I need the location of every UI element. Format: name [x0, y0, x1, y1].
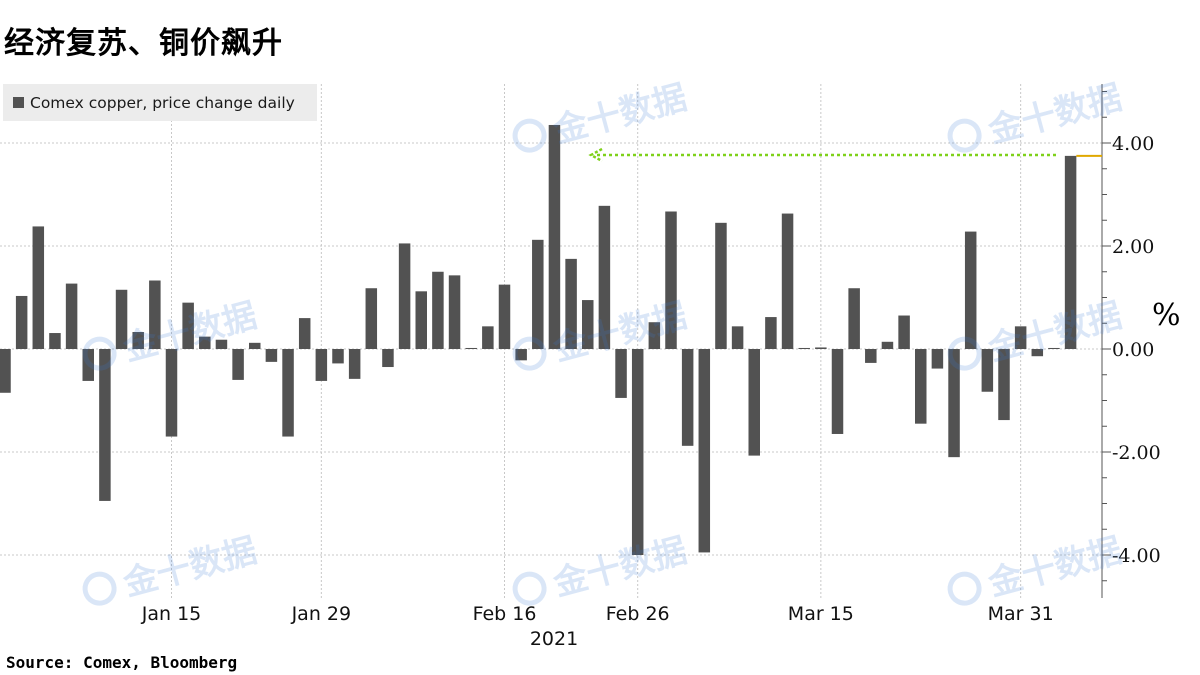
bar — [815, 347, 827, 349]
chart-legend: Comex copper, price change daily — [3, 84, 317, 121]
bar — [348, 349, 361, 379]
bar — [948, 349, 960, 458]
bar — [548, 124, 561, 349]
y-tick-label: 2.00 — [1112, 236, 1154, 258]
bar — [465, 347, 477, 349]
bar — [65, 283, 78, 349]
bar — [898, 315, 910, 349]
bar — [199, 336, 211, 349]
x-tick-label: Mar 15 — [788, 603, 854, 625]
bar — [848, 288, 860, 349]
x-tick-label: Feb 26 — [606, 603, 670, 625]
bar — [698, 349, 711, 553]
bar — [132, 332, 144, 349]
bar — [498, 284, 511, 349]
bar — [298, 318, 311, 349]
bar — [1064, 155, 1077, 349]
bar — [1014, 326, 1027, 349]
y-tick-label: 4.00 — [1112, 133, 1154, 155]
bar — [282, 349, 294, 437]
bar — [32, 226, 45, 349]
annotation-arrow-head — [588, 147, 603, 163]
y-tick-label: -2.00 — [1112, 442, 1161, 464]
bar — [482, 326, 494, 349]
bar — [49, 333, 61, 349]
bar — [631, 349, 644, 555]
y-axis-unit: % — [1152, 298, 1181, 333]
bar — [432, 271, 444, 349]
bar — [232, 349, 244, 380]
bar — [865, 349, 877, 363]
bar — [315, 349, 328, 381]
y-tick-label: 0.00 — [1112, 339, 1154, 361]
bar — [515, 349, 527, 361]
bar — [149, 280, 161, 349]
bar — [665, 211, 677, 349]
bar — [0, 349, 11, 393]
bar — [415, 291, 427, 349]
bar — [165, 349, 178, 437]
bar — [115, 289, 128, 349]
bar — [931, 349, 944, 369]
bar — [82, 349, 94, 381]
bar — [265, 349, 278, 362]
bar — [615, 349, 627, 398]
legend-label: Comex copper, price change daily — [30, 93, 295, 112]
bar — [765, 317, 777, 349]
source-note: Source: Comex, Bloomberg — [6, 653, 238, 672]
bar — [332, 349, 344, 364]
y-tick-label: -4.00 — [1112, 545, 1161, 567]
bar — [748, 349, 760, 456]
bar — [681, 349, 694, 446]
bar — [881, 341, 894, 349]
x-tick-label: Feb 16 — [473, 603, 537, 625]
bar — [215, 339, 228, 349]
bar — [1031, 349, 1044, 357]
bar — [798, 347, 810, 349]
bar — [731, 326, 744, 349]
bar — [15, 295, 28, 349]
bar — [249, 342, 261, 349]
bar — [981, 349, 994, 392]
legend-swatch — [13, 97, 24, 108]
bar — [964, 231, 977, 349]
x-year-label: 2021 — [530, 628, 578, 650]
bar — [448, 275, 461, 349]
bar — [99, 349, 111, 501]
bar — [365, 288, 378, 349]
x-tick-label: Jan 29 — [291, 603, 352, 625]
bar — [1048, 347, 1060, 349]
bar — [382, 349, 394, 368]
bar — [598, 205, 611, 349]
bar — [582, 300, 594, 349]
x-tick-label: Mar 31 — [988, 603, 1054, 625]
bar — [182, 302, 194, 349]
bar — [398, 243, 411, 349]
bar — [998, 349, 1010, 421]
x-tick-label: Jan 15 — [141, 603, 202, 625]
bar — [648, 322, 661, 349]
bar — [831, 349, 844, 434]
bar — [915, 349, 927, 424]
bar — [532, 239, 544, 349]
bar — [565, 258, 577, 349]
chart-title: 经济复苏、铜价飙升 — [4, 26, 283, 61]
bar — [781, 213, 794, 349]
bar — [715, 222, 727, 349]
